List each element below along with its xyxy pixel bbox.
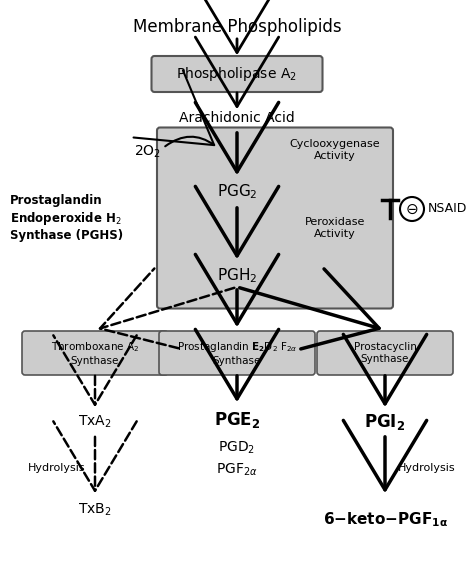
Text: Phospholipase A$_2$: Phospholipase A$_2$	[176, 65, 298, 83]
Text: Hydrolysis: Hydrolysis	[398, 463, 456, 473]
Text: Prostacyclin
Synthase: Prostacyclin Synthase	[354, 342, 417, 364]
Text: 2O$_2$: 2O$_2$	[135, 144, 162, 160]
Text: Cyclooxygenase
Activity: Cyclooxygenase Activity	[290, 139, 380, 161]
Text: Thromboxane A$_2$
Synthase: Thromboxane A$_2$ Synthase	[51, 340, 139, 366]
Text: Arachidonic Acid: Arachidonic Acid	[179, 111, 295, 125]
Text: NSAID: NSAID	[428, 203, 467, 216]
FancyBboxPatch shape	[152, 56, 322, 92]
Text: TxB$_2$: TxB$_2$	[78, 502, 112, 518]
Text: PGF$_{2\alpha}$: PGF$_{2\alpha}$	[216, 462, 258, 478]
FancyBboxPatch shape	[317, 331, 453, 375]
FancyBboxPatch shape	[159, 331, 315, 375]
Text: $\mathbf{6\mathbf{-}keto\mathbf{-}PGF_{1\alpha}}$: $\mathbf{6\mathbf{-}keto\mathbf{-}PGF_{1…	[322, 511, 447, 529]
Text: Membrane Phospholipids: Membrane Phospholipids	[133, 18, 341, 36]
Text: $\mathbf{PGI_2}$: $\mathbf{PGI_2}$	[365, 412, 406, 432]
Text: TxA$_2$: TxA$_2$	[78, 414, 112, 430]
Text: Prostaglandin $\mathbf{E_2}$D$_2$ F$_{2\alpha}$
Synthase: Prostaglandin $\mathbf{E_2}$D$_2$ F$_{2\…	[177, 340, 297, 366]
Text: PGD$_2$: PGD$_2$	[219, 440, 255, 456]
FancyBboxPatch shape	[157, 127, 393, 308]
FancyBboxPatch shape	[22, 331, 168, 375]
Text: $\mathbf{PGE_2}$: $\mathbf{PGE_2}$	[214, 410, 260, 430]
Text: Prostaglandin
Endoperoxide H$_2$
Synthase (PGHS): Prostaglandin Endoperoxide H$_2$ Synthas…	[10, 194, 123, 242]
Circle shape	[400, 197, 424, 221]
Text: Hydrolysis: Hydrolysis	[28, 463, 86, 473]
Text: PGG$_2$: PGG$_2$	[217, 183, 257, 201]
Text: PGH$_2$: PGH$_2$	[217, 267, 257, 285]
Text: ⊖: ⊖	[406, 201, 419, 217]
Text: Peroxidase
Activity: Peroxidase Activity	[305, 217, 365, 239]
